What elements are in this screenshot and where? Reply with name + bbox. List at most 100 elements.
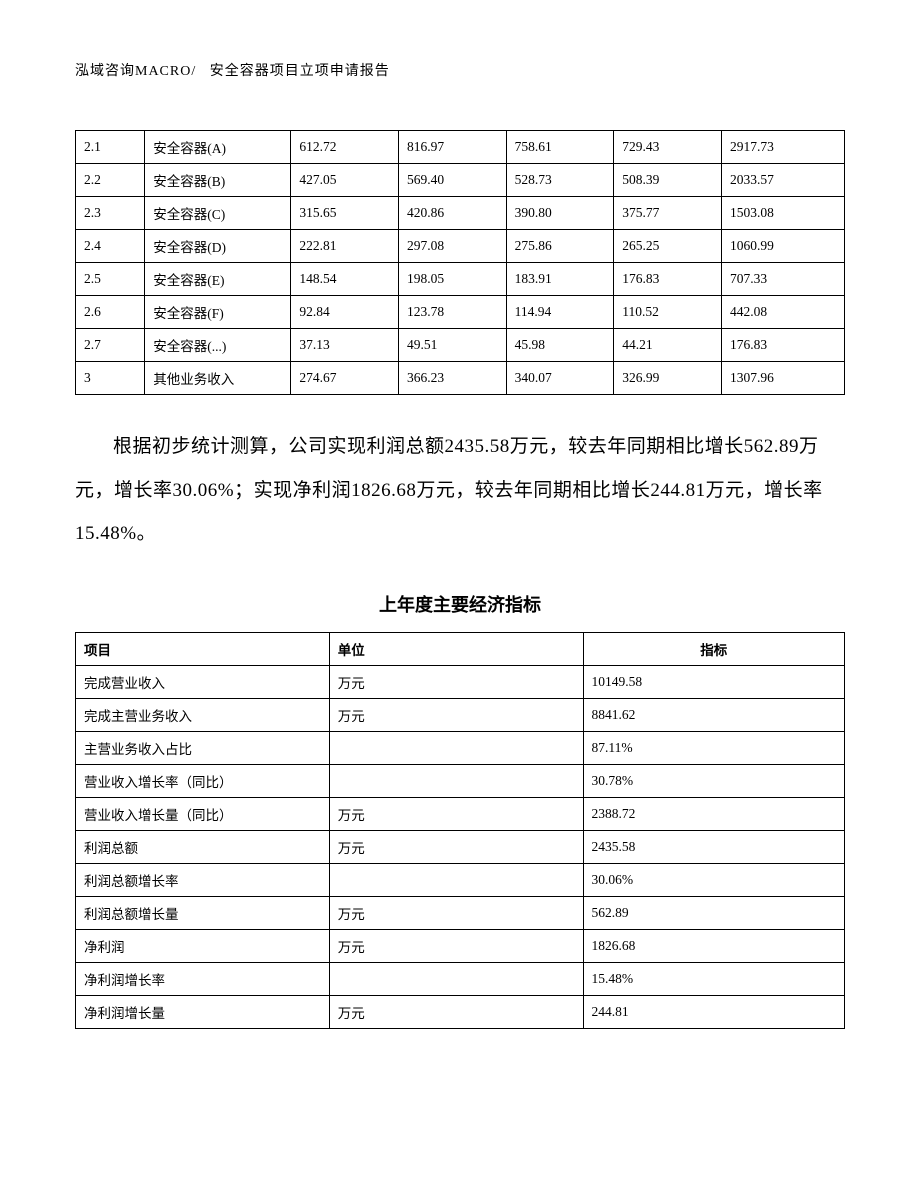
cell: 万元 xyxy=(329,798,583,831)
cell: 营业收入增长量（同比） xyxy=(76,798,330,831)
cell: 3 xyxy=(76,362,145,395)
table-header-row: 项目 单位 指标 xyxy=(76,633,845,666)
table2-head: 项目 单位 指标 xyxy=(76,633,845,666)
table-row: 营业收入增长量（同比） 万元 2388.72 xyxy=(76,798,845,831)
cell: 265.25 xyxy=(614,230,722,263)
cell: 222.81 xyxy=(291,230,399,263)
cell xyxy=(329,765,583,798)
table-row: 2.3 安全容器(C) 315.65 420.86 390.80 375.77 … xyxy=(76,197,845,230)
table-row: 2.4 安全容器(D) 222.81 297.08 275.86 265.25 … xyxy=(76,230,845,263)
cell: 198.05 xyxy=(398,263,506,296)
cell: 利润总额增长量 xyxy=(76,897,330,930)
cell: 707.33 xyxy=(721,263,844,296)
cell: 安全容器(A) xyxy=(145,131,291,164)
cell: 1307.96 xyxy=(721,362,844,395)
table-row: 利润总额增长量 万元 562.89 xyxy=(76,897,845,930)
cell: 万元 xyxy=(329,831,583,864)
cell: 万元 xyxy=(329,699,583,732)
table-row: 3 其他业务收入 274.67 366.23 340.07 326.99 130… xyxy=(76,362,845,395)
cell: 729.43 xyxy=(614,131,722,164)
cell: 2.2 xyxy=(76,164,145,197)
cell: 528.73 xyxy=(506,164,614,197)
cell: 612.72 xyxy=(291,131,399,164)
cell: 2.3 xyxy=(76,197,145,230)
cell: 30.78% xyxy=(583,765,844,798)
cell: 净利润增长率 xyxy=(76,963,330,996)
cell: 1503.08 xyxy=(721,197,844,230)
header-cell: 单位 xyxy=(329,633,583,666)
cell xyxy=(329,732,583,765)
cell: 30.06% xyxy=(583,864,844,897)
cell: 148.54 xyxy=(291,263,399,296)
cell: 10149.58 xyxy=(583,666,844,699)
table-row: 完成营业收入 万元 10149.58 xyxy=(76,666,845,699)
cell: 92.84 xyxy=(291,296,399,329)
cell: 508.39 xyxy=(614,164,722,197)
cell: 562.89 xyxy=(583,897,844,930)
cell: 2.1 xyxy=(76,131,145,164)
cell: 183.91 xyxy=(506,263,614,296)
cell: 安全容器(F) xyxy=(145,296,291,329)
table-row: 2.2 安全容器(B) 427.05 569.40 528.73 508.39 … xyxy=(76,164,845,197)
cell: 完成主营业务收入 xyxy=(76,699,330,732)
summary-paragraph: 根据初步统计测算，公司实现利润总额2435.58万元，较去年同期相比增长562.… xyxy=(75,425,845,556)
cell: 297.08 xyxy=(398,230,506,263)
table1-body: 2.1 安全容器(A) 612.72 816.97 758.61 729.43 … xyxy=(76,131,845,395)
cell: 完成营业收入 xyxy=(76,666,330,699)
cell: 176.83 xyxy=(614,263,722,296)
product-revenue-table: 2.1 安全容器(A) 612.72 816.97 758.61 729.43 … xyxy=(75,130,845,395)
cell: 安全容器(C) xyxy=(145,197,291,230)
cell: 375.77 xyxy=(614,197,722,230)
cell: 442.08 xyxy=(721,296,844,329)
header-cell: 指标 xyxy=(583,633,844,666)
cell: 万元 xyxy=(329,996,583,1029)
cell: 利润总额 xyxy=(76,831,330,864)
table-row: 利润总额 万元 2435.58 xyxy=(76,831,845,864)
cell: 244.81 xyxy=(583,996,844,1029)
cell: 275.86 xyxy=(506,230,614,263)
cell: 274.67 xyxy=(291,362,399,395)
cell: 2.7 xyxy=(76,329,145,362)
header-company: 泓域咨询MACRO/ xyxy=(75,64,196,79)
cell: 37.13 xyxy=(291,329,399,362)
cell: 87.11% xyxy=(583,732,844,765)
cell: 营业收入增长率（同比） xyxy=(76,765,330,798)
cell: 万元 xyxy=(329,930,583,963)
cell: 2.4 xyxy=(76,230,145,263)
cell: 427.05 xyxy=(291,164,399,197)
page-header: 泓域咨询MACRO/ 安全容器项目立项申请报告 xyxy=(75,60,845,80)
cell: 114.94 xyxy=(506,296,614,329)
table-row: 利润总额增长率 30.06% xyxy=(76,864,845,897)
table2-body: 完成营业收入 万元 10149.58 完成主营业务收入 万元 8841.62 主… xyxy=(76,666,845,1029)
cell: 45.98 xyxy=(506,329,614,362)
cell: 利润总额增长率 xyxy=(76,864,330,897)
cell: 2.6 xyxy=(76,296,145,329)
cell: 1826.68 xyxy=(583,930,844,963)
cell: 340.07 xyxy=(506,362,614,395)
table-row: 净利润 万元 1826.68 xyxy=(76,930,845,963)
cell: 净利润 xyxy=(76,930,330,963)
cell: 366.23 xyxy=(398,362,506,395)
cell: 44.21 xyxy=(614,329,722,362)
cell: 2435.58 xyxy=(583,831,844,864)
header-cell: 项目 xyxy=(76,633,330,666)
table-row: 主营业务收入占比 87.11% xyxy=(76,732,845,765)
cell: 安全容器(D) xyxy=(145,230,291,263)
cell: 2917.73 xyxy=(721,131,844,164)
header-title: 安全容器项目立项申请报告 xyxy=(210,64,390,79)
cell: 569.40 xyxy=(398,164,506,197)
cell: 安全容器(B) xyxy=(145,164,291,197)
cell: 主营业务收入占比 xyxy=(76,732,330,765)
table-row: 2.5 安全容器(E) 148.54 198.05 183.91 176.83 … xyxy=(76,263,845,296)
cell: 8841.62 xyxy=(583,699,844,732)
table-row: 2.7 安全容器(...) 37.13 49.51 45.98 44.21 17… xyxy=(76,329,845,362)
cell: 315.65 xyxy=(291,197,399,230)
cell: 110.52 xyxy=(614,296,722,329)
table-row: 营业收入增长率（同比） 30.78% xyxy=(76,765,845,798)
cell: 49.51 xyxy=(398,329,506,362)
cell: 123.78 xyxy=(398,296,506,329)
table-row: 完成主营业务收入 万元 8841.62 xyxy=(76,699,845,732)
cell: 安全容器(E) xyxy=(145,263,291,296)
cell: 净利润增长量 xyxy=(76,996,330,1029)
cell: 758.61 xyxy=(506,131,614,164)
